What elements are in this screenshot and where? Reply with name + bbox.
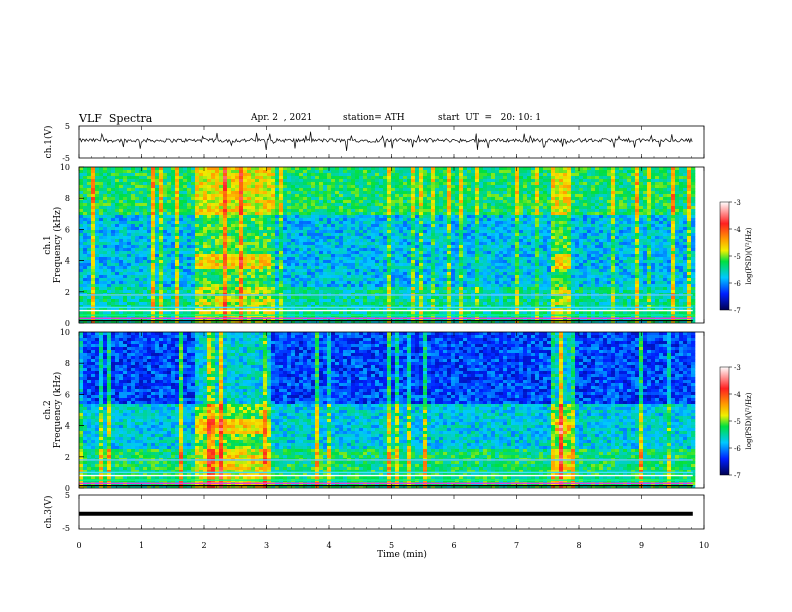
ch1-colorbar-label: log(PSD)(V²/Hz) bbox=[745, 227, 753, 284]
time-tick-label: 2 bbox=[201, 541, 206, 550]
colorbar-tick-label: -7 bbox=[734, 307, 741, 315]
freq-tick-label: 10 bbox=[60, 163, 70, 172]
colorbar-tick-label: -3 bbox=[734, 199, 741, 207]
freq-tick-label: 0 bbox=[65, 484, 70, 493]
time-tick-label: 7 bbox=[514, 541, 519, 550]
ch3-ylabel: ch.3(V) bbox=[43, 496, 54, 529]
time-tick-label: 10 bbox=[699, 541, 709, 550]
ch3-waveform-panel: 5 -5 ch.3(V) bbox=[43, 491, 705, 533]
ch2-spectrogram-panel: 0 2 4 6 8 10 ch.2 Frequency (kHz) bbox=[43, 328, 705, 493]
time-tick-label: 4 bbox=[326, 541, 331, 550]
freq-tick-label: 2 bbox=[65, 453, 70, 462]
header-station: station= ATH bbox=[343, 113, 405, 123]
time-tick-label: 6 bbox=[451, 541, 456, 550]
ch1-ylabel-frequency: Frequency (kHz) bbox=[52, 207, 63, 284]
time-axis: 0 1 2 3 4 5 6 7 8 9 10 bbox=[76, 126, 709, 550]
time-tick-label: 5 bbox=[389, 541, 394, 550]
ch1-ytick-bottom: -5 bbox=[62, 154, 70, 163]
header-start-ut: start UT = 20: 10: 1 bbox=[438, 113, 542, 123]
freq-tick-label: 0 bbox=[65, 319, 70, 328]
colorbar-tick-label: -5 bbox=[734, 418, 741, 426]
ch1-ylabel-channel: ch.1 bbox=[43, 235, 53, 254]
freq-tick-label: 8 bbox=[65, 359, 70, 368]
ch2-colorbar: -3 -4 -5 -6 -7 log(PSD)(V²/Hz) bbox=[719, 364, 753, 480]
ch1-spectrogram-heatmap bbox=[79, 167, 696, 323]
ch1-ytick-top: 5 bbox=[65, 122, 70, 131]
time-tick-label: 3 bbox=[264, 541, 269, 550]
header-date: Apr. 2 , 2021 bbox=[251, 113, 313, 123]
ch1-waveform-line bbox=[78, 131, 693, 151]
ch2-ylabel-frequency: Frequency (kHz) bbox=[52, 372, 63, 449]
header-title: VLF Spectra bbox=[79, 112, 153, 125]
ch2-colorbar-label: log(PSD)(V²/Hz) bbox=[745, 392, 753, 449]
ch1-spectrogram-panel: 0 2 4 6 8 10 ch.1 Frequency (kHz) bbox=[43, 163, 705, 328]
colorbar-tick-label: -7 bbox=[734, 472, 741, 480]
freq-tick-label: 10 bbox=[60, 328, 70, 337]
ch1-ylabel: ch.1(V) bbox=[43, 126, 54, 159]
freq-tick-label: 6 bbox=[65, 390, 70, 399]
freq-tick-label: 8 bbox=[65, 194, 70, 203]
time-tick-label: 9 bbox=[639, 541, 644, 550]
freq-tick-label: 4 bbox=[65, 422, 70, 431]
ch2-spectrogram-heatmap bbox=[79, 332, 696, 488]
time-tick-label: 1 bbox=[139, 541, 144, 550]
colorbar-tick-label: -6 bbox=[734, 280, 741, 288]
time-tick-label: 8 bbox=[576, 541, 581, 550]
ch2-ylabel-channel: ch.2 bbox=[43, 400, 53, 419]
freq-tick-label: 2 bbox=[65, 288, 70, 297]
colorbar-tick-label: -3 bbox=[734, 364, 741, 372]
time-tick-label: 0 bbox=[76, 541, 81, 550]
freq-tick-label: 4 bbox=[65, 257, 70, 266]
colorbar-tick-label: -6 bbox=[734, 445, 741, 453]
colorbar-tick-label: -4 bbox=[734, 226, 741, 234]
ch3-ytick-bottom: -5 bbox=[62, 524, 70, 533]
ch3-ytick-top: 5 bbox=[65, 491, 70, 500]
freq-tick-label: 6 bbox=[65, 225, 70, 234]
ch1-waveform-panel: 5 -5 ch.1(V) bbox=[43, 122, 705, 163]
ch1-colorbar: -3 -4 -5 -6 -7 log(PSD)(V²/Hz) bbox=[719, 199, 753, 315]
colorbar-tick-label: -5 bbox=[734, 253, 741, 261]
colorbar-tick-label: -4 bbox=[734, 391, 741, 399]
x-axis-label: Time (min) bbox=[377, 549, 427, 560]
